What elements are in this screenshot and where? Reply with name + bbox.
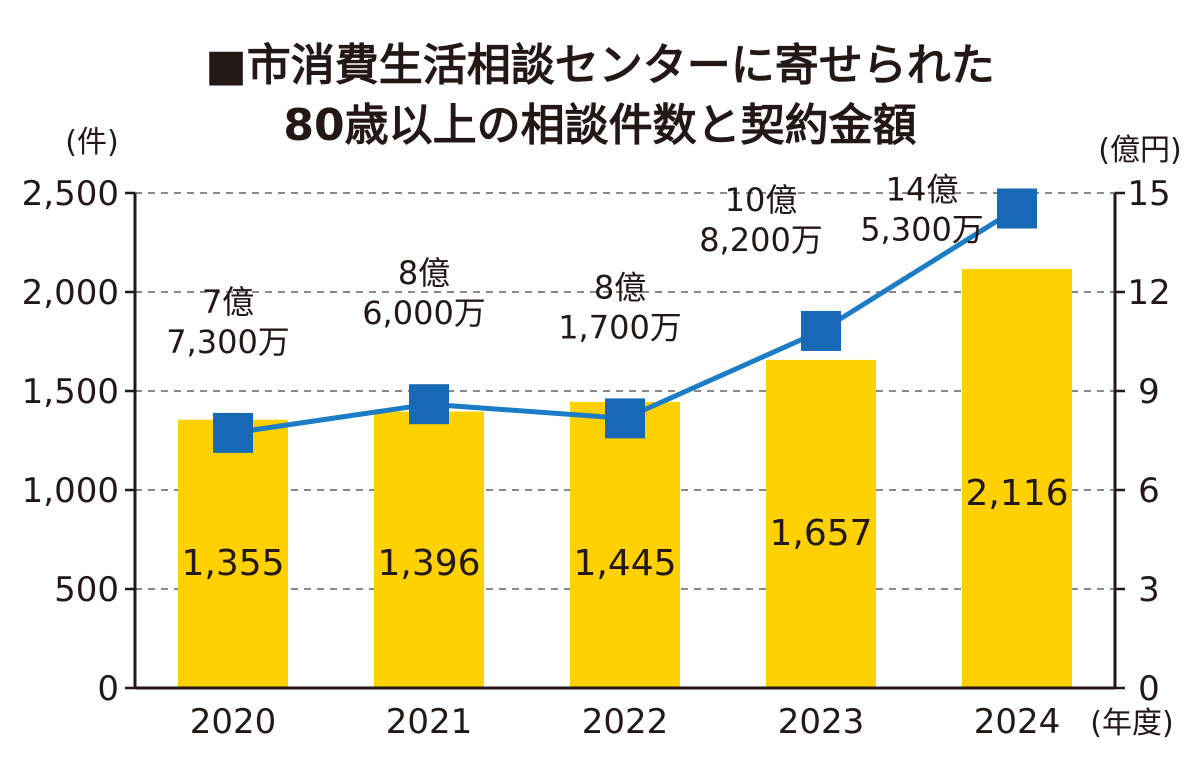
amount-label-man: 1,700万 xyxy=(558,308,682,346)
bar-2022 xyxy=(570,401,680,688)
bar-value-label: 2,116 xyxy=(965,473,1068,514)
line-marker-2022 xyxy=(605,398,645,439)
amount-label-oku: 14億 xyxy=(886,171,959,209)
amount-label-man: 7,300万 xyxy=(166,323,290,361)
right-axis-unit: (億円) xyxy=(1098,133,1181,168)
bar-2020 xyxy=(178,419,288,688)
bar-value-label: 1,445 xyxy=(573,543,676,584)
amount-label-man: 8,200万 xyxy=(699,221,823,259)
left-tick-label: 1,500 xyxy=(22,372,119,412)
line-marker-2021 xyxy=(409,384,449,425)
right-tick-label: 3 xyxy=(1138,570,1160,610)
x-tick-label: 2020 xyxy=(190,702,277,742)
line-marker-2024 xyxy=(997,188,1037,229)
bars xyxy=(178,269,1072,688)
left-axis-unit: (件) xyxy=(65,125,118,160)
line-series xyxy=(213,188,1037,453)
chart-title-line-1: ■市消費生活相談センターに寄せられた xyxy=(205,40,995,91)
x-tick-label: 2024 xyxy=(974,702,1061,742)
left-tick-label: 2,000 xyxy=(22,273,119,313)
amount-label-oku: 8億 xyxy=(594,268,646,306)
right-tick-label: 15 xyxy=(1127,174,1170,214)
left-tick-label: 2,500 xyxy=(22,174,119,214)
right-tick-label: 9 xyxy=(1138,372,1160,412)
amount-label-oku: 7億 xyxy=(202,283,254,321)
x-axis-unit: (年度) xyxy=(1090,706,1173,741)
left-tick-label: 0 xyxy=(97,669,119,709)
line-marker-2020 xyxy=(213,412,253,453)
labels: 0 500 1,000 1,500 2,000 2,500 0 3 6 9 12 15 1,355 1,3… xyxy=(22,171,1171,742)
bar-2021 xyxy=(374,411,484,688)
bar-2023 xyxy=(766,359,876,688)
x-tick-label: 2022 xyxy=(582,702,669,742)
bar-2024 xyxy=(962,269,1072,688)
amount-label-man: 5,300万 xyxy=(860,211,984,249)
amount-label-man: 6,000万 xyxy=(362,294,486,332)
axes xyxy=(125,191,1125,690)
bar-value-label: 1,657 xyxy=(769,513,872,554)
right-tick-label: 0 xyxy=(1138,669,1160,709)
right-tick-label: 12 xyxy=(1127,273,1170,313)
amount-label-oku: 10億 xyxy=(725,181,798,219)
line-marker-2023 xyxy=(801,310,841,351)
x-tick-label: 2023 xyxy=(778,702,865,742)
bar-value-label: 1,355 xyxy=(181,543,284,584)
left-tick-label: 500 xyxy=(54,570,119,610)
chart-title-line-2: 80歳以上の相談件数と契約金額 xyxy=(283,100,916,151)
amount-label-oku: 8億 xyxy=(398,254,450,292)
right-tick-label: 6 xyxy=(1138,471,1160,511)
x-tick-label: 2021 xyxy=(386,702,473,742)
left-tick-label: 1,000 xyxy=(22,471,119,511)
bar-value-label: 1,396 xyxy=(377,543,480,584)
